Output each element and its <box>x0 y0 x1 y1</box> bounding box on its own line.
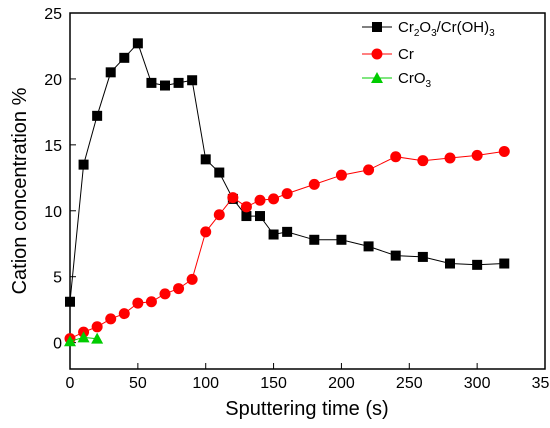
data-point <box>173 77 184 88</box>
data-point <box>118 308 130 320</box>
data-point <box>268 193 280 205</box>
y-tick-label: 10 <box>44 204 62 221</box>
data-point <box>445 258 455 269</box>
x-axis-title: Sputtering time (s) <box>225 398 388 420</box>
data-point <box>65 296 75 307</box>
data-point <box>335 169 347 181</box>
data-point <box>254 194 266 206</box>
data-point <box>241 211 252 222</box>
x-tick-label: 100 <box>192 375 219 392</box>
data-point <box>336 234 347 245</box>
data-point <box>417 155 429 167</box>
data-point <box>78 159 89 170</box>
data-point <box>132 297 144 309</box>
data-point <box>145 296 157 308</box>
y-tick-label: 5 <box>53 270 62 287</box>
data-point <box>91 321 103 333</box>
data-point <box>309 234 320 245</box>
y-axis-title: Cation concentration % <box>9 87 31 294</box>
data-point <box>282 226 293 237</box>
legend-label-cro3: CrO3 <box>398 70 432 90</box>
series-line <box>69 150 505 340</box>
data-point <box>363 164 375 176</box>
x-tick-label: 300 <box>464 375 491 392</box>
series-0 <box>65 38 510 307</box>
data-point <box>498 145 510 157</box>
series-layer <box>64 38 510 347</box>
data-point <box>444 152 456 164</box>
y-tick-label: 15 <box>44 138 62 155</box>
axis-ticks: 0 50 100 150 200 250 300 350 0 5 10 15 20 25 <box>44 6 550 392</box>
data-point <box>77 331 90 343</box>
data-point <box>159 288 171 300</box>
data-point <box>255 211 265 222</box>
series-line <box>69 42 505 302</box>
data-point <box>91 332 104 344</box>
data-point <box>390 151 402 163</box>
legend-marker-cr <box>371 48 383 60</box>
data-point <box>187 75 198 86</box>
data-point <box>200 154 211 165</box>
x-tick-label: 150 <box>260 375 287 392</box>
legend: Cr2O3/Cr(OH)3 Cr CrO3 <box>362 19 495 90</box>
y-tick-label: 20 <box>44 72 62 89</box>
data-point <box>64 335 76 347</box>
data-point <box>499 258 510 269</box>
data-point <box>390 250 401 261</box>
x-tick-label: 350 <box>532 375 550 392</box>
legend-marker-cro3 <box>371 72 383 83</box>
y-tick-label: 25 <box>44 6 62 23</box>
data-point <box>160 80 170 91</box>
data-point <box>471 149 483 161</box>
data-point <box>240 201 252 213</box>
plot-frame <box>69 12 546 370</box>
series-1 <box>64 145 510 345</box>
legend-label-cr: Cr <box>398 46 414 63</box>
data-point <box>92 110 103 121</box>
data-point <box>173 283 185 295</box>
data-point <box>119 52 130 63</box>
x-tick-label: 250 <box>396 375 423 392</box>
data-point <box>186 273 198 285</box>
data-point <box>213 209 225 221</box>
data-point <box>200 226 212 238</box>
series-2 <box>64 331 104 347</box>
x-tick-label: 200 <box>328 375 355 392</box>
data-point <box>214 167 225 178</box>
legend-marker-cr2o3 <box>372 22 382 32</box>
data-point <box>146 77 157 88</box>
data-point <box>227 192 239 204</box>
data-point <box>132 38 143 49</box>
y-tick-label: 0 <box>53 336 62 353</box>
data-point <box>281 188 293 200</box>
data-point <box>472 259 483 270</box>
legend-label-cr2o3: Cr2O3/Cr(OH)3 <box>398 19 495 39</box>
x-tick-label: 0 <box>66 375 75 392</box>
data-point <box>105 67 116 78</box>
data-point <box>105 313 117 325</box>
data-point <box>363 241 374 252</box>
x-tick-label: 50 <box>129 375 147 392</box>
data-point <box>308 178 320 190</box>
data-point <box>268 229 279 240</box>
data-point <box>417 251 428 262</box>
